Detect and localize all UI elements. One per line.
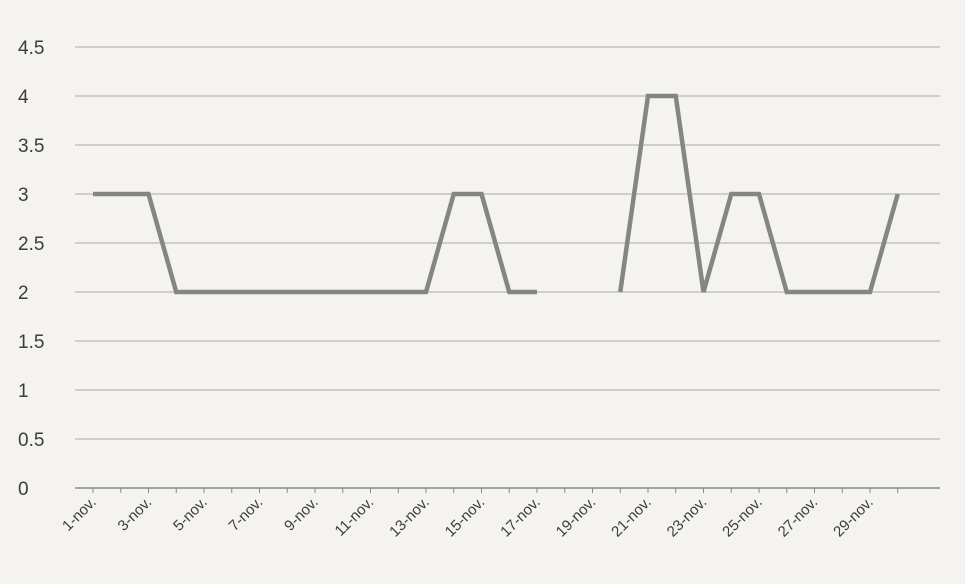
y-tick-label: 2.5 bbox=[18, 234, 44, 255]
x-tick-label: 9-nov. bbox=[281, 494, 322, 535]
x-tick-label: 25-nov. bbox=[719, 494, 766, 541]
x-tick-label: 27-nov. bbox=[775, 494, 822, 541]
x-tick-label: 1-nov. bbox=[59, 494, 100, 535]
label-layer: 0 0.5 1 1.5 2 2.5 3 3.5 4 4.5 1-nov. 3-nov. 5-nov. 7-… bbox=[18, 38, 877, 540]
y-tick-label: 1 bbox=[18, 381, 29, 402]
y-tick-label: 4 bbox=[18, 87, 29, 108]
grid-layer bbox=[75, 46, 940, 440]
x-tick-label: 29-nov. bbox=[830, 494, 877, 541]
y-tick-label: 2 bbox=[18, 283, 29, 304]
y-tick-label: 3 bbox=[18, 185, 29, 206]
x-tick-label: 5-nov. bbox=[170, 494, 211, 535]
y-tick-label: 0 bbox=[18, 479, 29, 500]
y-tick-label: 3.5 bbox=[18, 136, 44, 157]
series-line-0-segment-1 bbox=[618, 93, 900, 295]
x-tick-label: 23-nov. bbox=[664, 494, 711, 541]
axis-layer bbox=[75, 487, 940, 493]
series-line-0-segment-0 bbox=[93, 191, 537, 295]
x-tick-label: 15-nov. bbox=[442, 494, 489, 541]
x-tick-label: 19-nov. bbox=[553, 494, 600, 541]
x-tick-label: 7-nov. bbox=[226, 494, 267, 535]
x-tick-label: 21-nov. bbox=[608, 494, 655, 541]
y-tick-label: 1.5 bbox=[18, 332, 44, 353]
x-tick-label: 17-nov. bbox=[497, 494, 544, 541]
y-tick-label: 4.5 bbox=[18, 38, 44, 59]
x-tick-label: 11-nov. bbox=[331, 494, 377, 540]
series-layer bbox=[93, 93, 900, 295]
x-tick-label: 13-nov. bbox=[386, 494, 433, 541]
x-tick-label: 3-nov. bbox=[115, 494, 156, 535]
y-tick-label: 0.5 bbox=[18, 430, 44, 451]
